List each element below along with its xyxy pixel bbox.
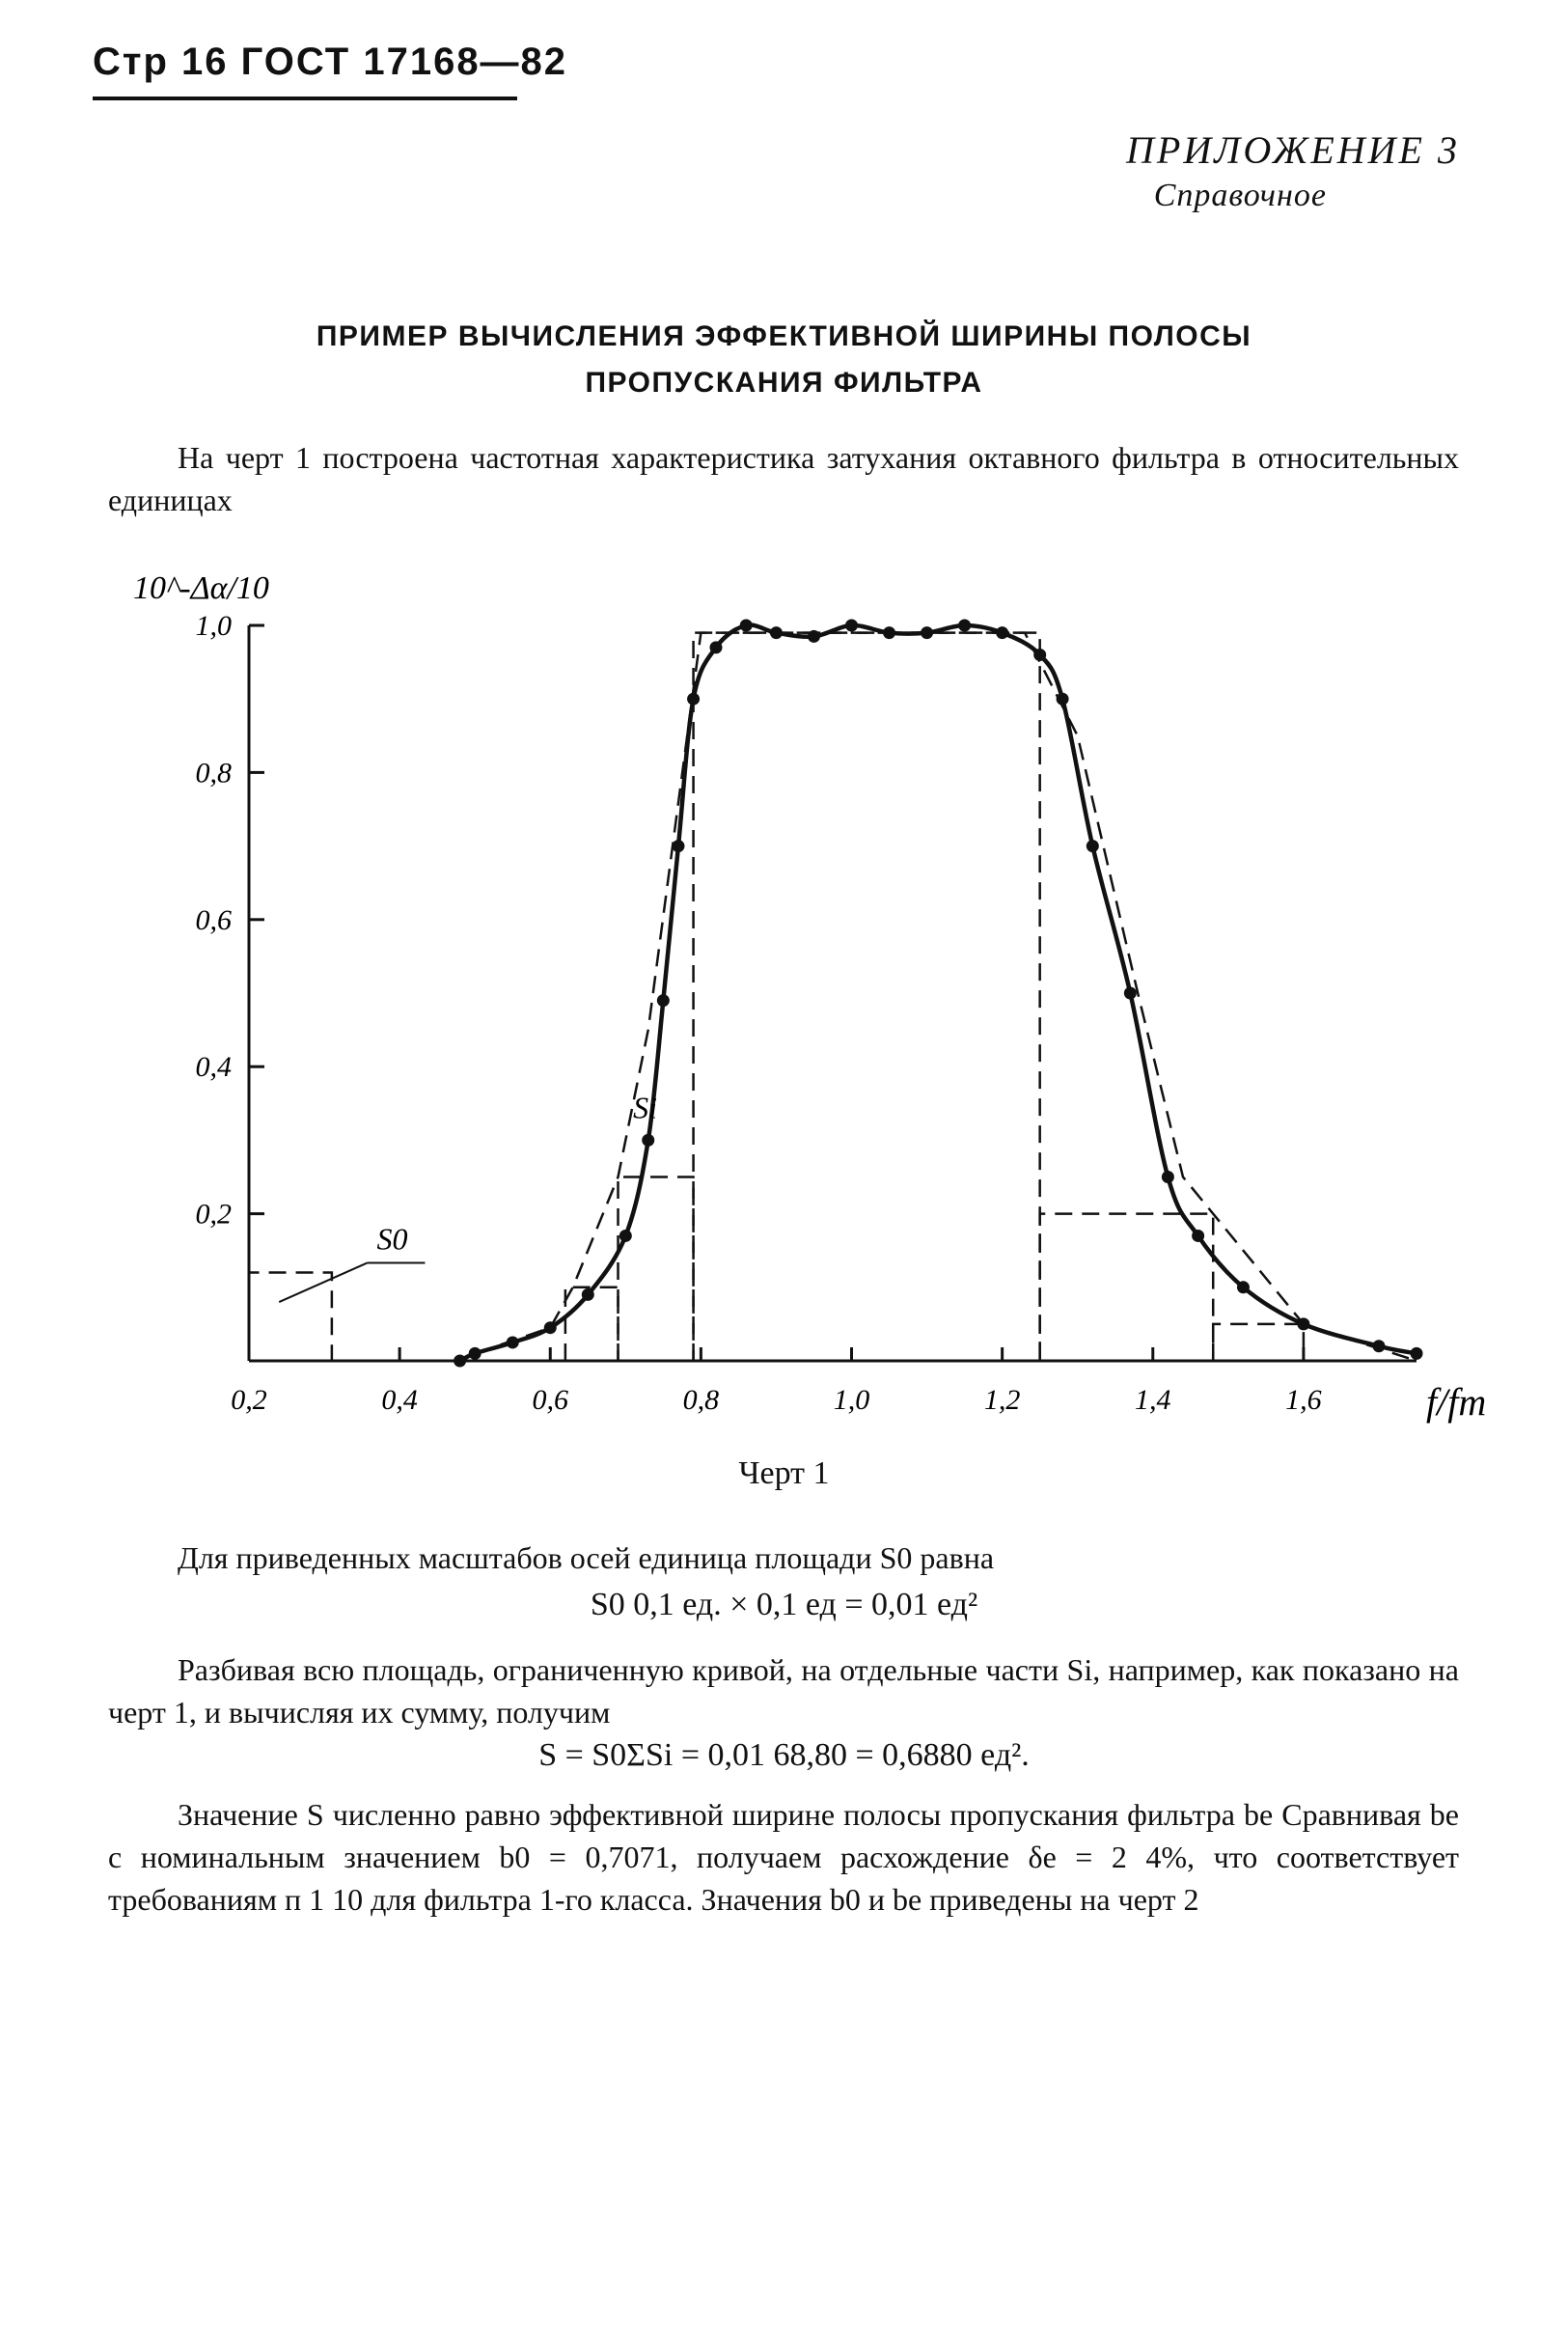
x-tick-label: 0,8 bbox=[683, 1384, 720, 1416]
data-point bbox=[619, 1229, 632, 1242]
page-header: Стр 16 ГОСТ 17168—82 bbox=[93, 41, 568, 83]
paragraph-3: Значение S численно равно эффективной ши… bbox=[108, 1797, 1459, 1917]
data-point bbox=[672, 840, 685, 853]
data-point bbox=[769, 626, 783, 640]
label-si: Si bbox=[633, 1091, 657, 1125]
y-tick-label: 0,6 bbox=[196, 904, 233, 936]
attenuation-chart: 0,2 0,4 0,6 0,8 1,0 1,2 1,4 1,6 0,2 0,4 0,6 0,8 1,0 f… bbox=[133, 570, 1486, 1424]
data-point bbox=[506, 1336, 519, 1349]
figure-caption: Черт 1 bbox=[738, 1455, 830, 1491]
data-point bbox=[1236, 1281, 1250, 1294]
appendix-type: Справочное bbox=[1153, 178, 1327, 213]
data-point bbox=[883, 626, 896, 640]
paragraph-1: Для приведенных масштабов осей единица п… bbox=[178, 1540, 995, 1575]
data-point bbox=[656, 994, 670, 1008]
data-point bbox=[454, 1354, 467, 1368]
data-point bbox=[921, 626, 934, 640]
data-point bbox=[581, 1287, 594, 1301]
area-rectangle bbox=[692, 631, 1041, 1361]
data-point bbox=[739, 619, 753, 632]
data-point bbox=[1372, 1340, 1386, 1353]
data-point bbox=[1086, 840, 1099, 853]
data-point bbox=[468, 1346, 481, 1360]
x-axis-label: f/fm bbox=[1426, 1380, 1486, 1424]
paragraph-2: Разбивая всю площадь, ограниченную криво… bbox=[108, 1652, 1459, 1730]
data-point bbox=[642, 1133, 655, 1147]
header-rule bbox=[93, 97, 517, 100]
data-point bbox=[1161, 1171, 1174, 1183]
data-point bbox=[709, 641, 723, 654]
x-tick-label: 0,4 bbox=[381, 1384, 418, 1416]
chart-dashed-approximation bbox=[474, 631, 1417, 1363]
area-rectangle bbox=[247, 1271, 334, 1361]
response-curve bbox=[458, 623, 1417, 1364]
appendix-label: ПРИЛОЖЕНИЕ 3 bbox=[1126, 128, 1460, 172]
data-point bbox=[845, 619, 859, 632]
y-tick-label: 0,8 bbox=[196, 757, 233, 789]
data-point bbox=[1033, 648, 1047, 661]
x-tick-label: 0,2 bbox=[231, 1384, 267, 1416]
y-axis-label: 10^-Δα/10 bbox=[133, 570, 269, 606]
data-point bbox=[1123, 986, 1137, 1000]
data-point bbox=[1297, 1317, 1310, 1331]
chart-curve bbox=[458, 623, 1417, 1364]
data-point bbox=[1056, 692, 1069, 706]
title-line-1: ПРИМЕР ВЫЧИСЛЕНИЯ ЭФФЕКТИВНОЙ ШИРИНЫ ПОЛ… bbox=[316, 320, 1252, 352]
formula-1: S0 0,1 ед. × 0,1 ед = 0,01 ед² bbox=[590, 1587, 978, 1622]
x-tick-label: 1,2 bbox=[984, 1384, 1021, 1416]
chart-axes: 0,2 0,4 0,6 0,8 1,0 1,2 1,4 1,6 0,2 0,4 0,6 0,8 1,0 f… bbox=[133, 570, 1486, 1424]
data-point bbox=[1192, 1229, 1205, 1242]
data-point bbox=[687, 692, 701, 706]
data-point bbox=[958, 619, 972, 632]
area-rectangle bbox=[617, 1176, 695, 1361]
x-tick-label: 1,4 bbox=[1135, 1384, 1171, 1416]
x-tick-label: 1,0 bbox=[834, 1384, 870, 1416]
label-s0: S0 bbox=[376, 1222, 407, 1257]
y-tick-label: 0,2 bbox=[196, 1199, 233, 1231]
y-tick-label: 1,0 bbox=[196, 610, 233, 642]
intro-paragraph: На черт 1 построена частотная характерис… bbox=[108, 440, 1459, 517]
area-rectangle bbox=[1038, 1212, 1215, 1361]
formula-2: S = S0ΣSi = 0,01 68,80 = 0,6880 ед². bbox=[538, 1737, 1030, 1773]
data-point bbox=[543, 1321, 557, 1335]
chart-labels: S0 Si bbox=[278, 1091, 657, 1303]
x-tick-label: 1,6 bbox=[1285, 1384, 1322, 1416]
title-line-2: ПРОПУСКАНИЯ ФИЛЬТРА bbox=[585, 367, 983, 399]
data-point bbox=[1410, 1346, 1423, 1360]
data-point bbox=[996, 626, 1009, 640]
dashed-approximation-line bbox=[474, 631, 1417, 1363]
y-tick-label: 0,4 bbox=[196, 1051, 233, 1083]
data-point bbox=[807, 629, 820, 643]
label-s0-leader bbox=[278, 1261, 368, 1303]
area-rectangle bbox=[1211, 1322, 1306, 1361]
x-tick-label: 0,6 bbox=[533, 1384, 569, 1416]
chart-points bbox=[454, 619, 1423, 1368]
